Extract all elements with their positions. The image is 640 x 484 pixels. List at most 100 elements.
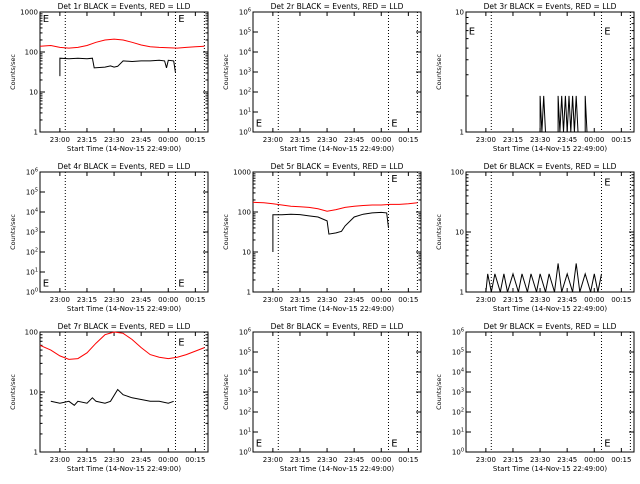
x-tick-label: 23:30 (104, 456, 124, 464)
x-tick-label: 00:15 (611, 136, 631, 144)
x-tick-label: 00:00 (584, 456, 604, 464)
y-axis-label: Counts/sec (435, 214, 443, 250)
y-tick-label: 104 (452, 368, 464, 377)
x-tick-label: 23:15 (503, 136, 523, 144)
y-tick-label: 105 (239, 28, 251, 37)
x-tick-label: 23:15 (290, 296, 310, 304)
y-tick-label: 10 (29, 89, 38, 97)
y-tick-label: 103 (239, 388, 251, 397)
x-tick-label: 00:00 (584, 296, 604, 304)
x-tick-label: 23:00 (476, 296, 496, 304)
x-tick-label: 23:30 (104, 296, 124, 304)
x-tick-label: 00:15 (611, 456, 631, 464)
y-axis-label: Counts/sec (222, 214, 230, 250)
x-tick-label: 00:00 (371, 456, 391, 464)
plot-frame (252, 171, 422, 293)
annotation-label: E (604, 27, 610, 38)
y-tick-label: 105 (26, 188, 38, 197)
annotation-label: E (391, 118, 397, 129)
x-tick-label: 00:15 (398, 456, 418, 464)
x-tick-label: 00:00 (371, 296, 391, 304)
x-tick-label: 23:00 (50, 456, 70, 464)
y-tick-label: 100 (25, 329, 38, 337)
panel-title: Det 3r BLACK = Events, RED = LLD (484, 2, 617, 11)
x-tick-label: 23:15 (77, 456, 97, 464)
x-tick-label: 23:30 (317, 136, 337, 144)
detector-panel: Det 2r BLACK = Events, RED = LLD 23:00 23:… (222, 2, 422, 153)
x-tick-label: 00:00 (158, 456, 178, 464)
x-tick-label: 23:00 (50, 296, 70, 304)
events-series-line (539, 95, 588, 133)
x-axis-label: Start Time (14-Nov-15 22:49:00) (67, 145, 181, 153)
y-tick-label: 102 (26, 248, 38, 257)
x-axis-label: Start Time (14-Nov-15 22:49:00) (280, 145, 394, 153)
x-tick-label: 23:45 (557, 136, 577, 144)
y-tick-label: 106 (239, 8, 251, 17)
y-tick-label: 1 (460, 129, 464, 137)
y-axis-label: Counts/sec (9, 374, 17, 410)
panel-title: Det 1r BLACK = Events, RED = LLD (58, 2, 191, 11)
y-tick-label: 1 (34, 129, 38, 137)
annotation-label: E (604, 438, 610, 449)
y-tick-label: 100 (25, 49, 38, 57)
x-tick-label: 00:00 (158, 296, 178, 304)
panel-title: Det 2r BLACK = Events, RED = LLD (271, 2, 404, 11)
x-axis-label: Start Time (14-Nov-15 22:49:00) (280, 305, 394, 313)
x-tick-label: 23:45 (131, 456, 151, 464)
x-tick-label: 00:00 (584, 136, 604, 144)
x-tick-label: 00:15 (185, 296, 205, 304)
x-axis-label: Start Time (14-Nov-15 22:49:00) (280, 465, 394, 473)
y-tick-label: 104 (239, 48, 251, 57)
lld-series-line (39, 331, 205, 360)
y-tick-label: 10 (242, 249, 251, 257)
x-tick-label: 23:30 (530, 296, 550, 304)
y-tick-label: 106 (26, 168, 38, 177)
y-tick-label: 106 (452, 328, 464, 337)
x-tick-label: 23:30 (530, 136, 550, 144)
detector-panel: Det 7r BLACK = Events, RED = LLD 23:00 23:… (9, 322, 209, 473)
annotation-label: E (178, 337, 184, 348)
y-tick-label: 1000 (233, 169, 251, 177)
x-axis-label: Start Time (14-Nov-15 22:49:00) (493, 465, 607, 473)
annotation-label: E (178, 278, 184, 289)
x-tick-label: 00:15 (185, 136, 205, 144)
panel-title: Det 7r BLACK = Events, RED = LLD (58, 322, 191, 331)
y-axis-label: Counts/sec (9, 54, 17, 90)
x-tick-label: 23:45 (557, 456, 577, 464)
y-tick-label: 10 (29, 389, 38, 397)
panel-title: Det 5r BLACK = Events, RED = LLD (271, 162, 404, 171)
y-tick-label: 101 (239, 428, 251, 437)
x-tick-label: 23:30 (530, 456, 550, 464)
panel-title: Det 8r BLACK = Events, RED = LLD (271, 322, 404, 331)
x-axis-label: Start Time (14-Nov-15 22:49:00) (67, 465, 181, 473)
x-tick-label: 23:45 (131, 296, 151, 304)
x-tick-label: 23:00 (50, 136, 70, 144)
events-series-line (59, 57, 176, 77)
y-tick-label: 100 (451, 169, 464, 177)
annotation-label: E (256, 118, 262, 129)
annotation-label: E (604, 177, 610, 188)
y-tick-label: 100 (238, 209, 251, 217)
x-axis-label: Start Time (14-Nov-15 22:49:00) (493, 145, 607, 153)
x-tick-label: 23:45 (131, 136, 151, 144)
annotation-label: E (391, 174, 397, 185)
detector-panel: Det 9r BLACK = Events, RED = LLD 23:00 23:… (435, 322, 635, 473)
x-tick-label: 23:45 (344, 136, 364, 144)
x-tick-label: 23:00 (263, 296, 283, 304)
y-tick-label: 101 (26, 268, 38, 277)
y-tick-label: 100 (26, 288, 38, 297)
y-tick-label: 102 (239, 88, 251, 97)
x-tick-label: 23:45 (344, 296, 364, 304)
events-series-line (50, 388, 174, 406)
y-tick-label: 103 (452, 388, 464, 397)
y-axis-label: Counts/sec (435, 374, 443, 410)
x-tick-label: 23:00 (476, 136, 496, 144)
y-tick-label: 1 (460, 289, 464, 297)
y-tick-label: 106 (239, 328, 251, 337)
x-tick-label: 00:15 (611, 296, 631, 304)
lld-series-line (252, 201, 418, 212)
y-tick-label: 100 (239, 448, 251, 457)
y-axis-label: Counts/sec (435, 54, 443, 90)
y-tick-label: 103 (239, 68, 251, 77)
y-tick-label: 1 (247, 289, 251, 297)
